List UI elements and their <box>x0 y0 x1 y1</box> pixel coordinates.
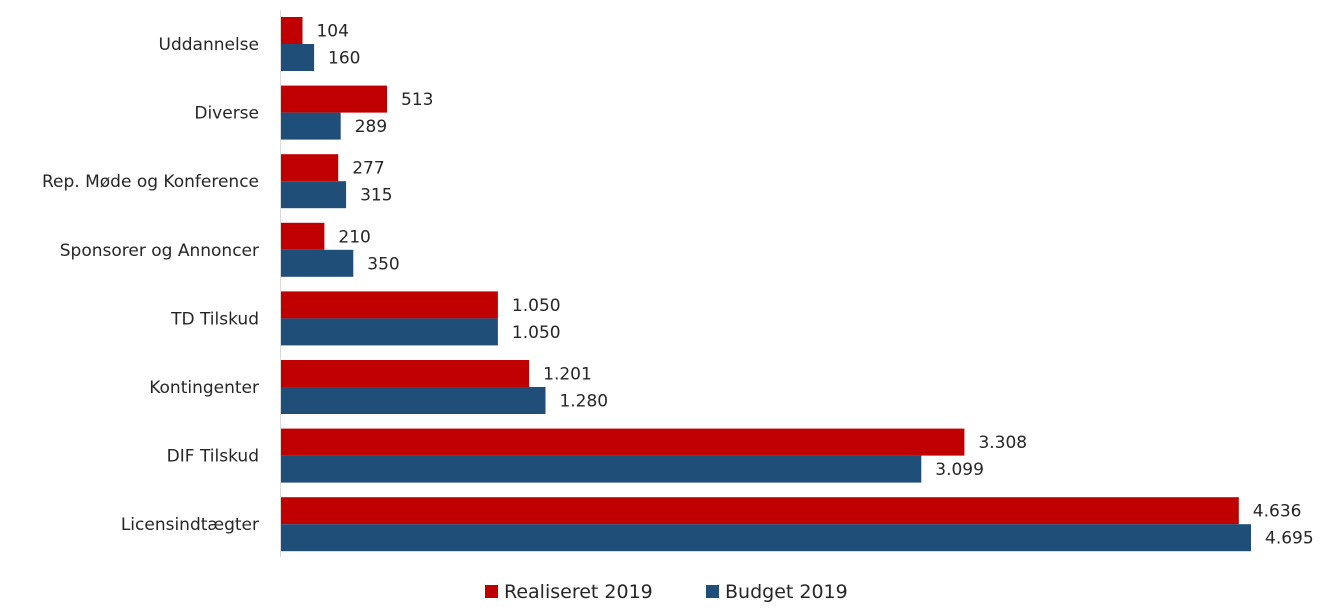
data-label: 210 <box>338 227 370 247</box>
data-label: 1.201 <box>543 365 592 385</box>
bar-realiseret <box>281 291 498 319</box>
data-label: 513 <box>401 90 433 110</box>
bar-realiseret <box>281 85 387 113</box>
bar-realiseret <box>281 222 325 250</box>
data-label: 4.636 <box>1253 502 1302 522</box>
category-label: Rep. Møde og Konference <box>42 172 259 192</box>
data-label: 315 <box>360 186 392 206</box>
data-label: 1.280 <box>559 392 608 412</box>
data-label: 3.099 <box>935 460 984 480</box>
category-labels: Uddannelse Diverse Rep. Møde og Konference… <box>42 35 259 535</box>
category-label: Sponsorer og Annoncer <box>60 241 259 261</box>
value-labels: 104 160 513 289 277 315 210 350 1.050 1.050 1.201 1… <box>316 22 1313 549</box>
bar-realiseret <box>281 360 530 387</box>
bar-budget <box>281 249 354 277</box>
legend-label: Budget 2019 <box>725 581 848 603</box>
data-label: 350 <box>367 254 399 274</box>
bar-budget <box>281 524 1251 552</box>
category-label: Licensindtægter <box>121 515 259 535</box>
legend-swatch <box>485 585 498 598</box>
bar-budget <box>281 181 347 209</box>
bar-realiseret <box>281 497 1239 525</box>
bar-budget <box>281 455 922 483</box>
category-label: Diverse <box>194 104 259 124</box>
category-label: Uddannelse <box>159 35 260 55</box>
bar-budget <box>281 112 341 140</box>
bar-realiseret <box>281 428 965 456</box>
data-label: 3.308 <box>978 433 1027 453</box>
bar-budget <box>281 318 498 346</box>
legend: Realiseret 2019 Budget 2019 <box>485 581 848 603</box>
bar-budget <box>281 387 546 414</box>
data-label: 1.050 <box>512 323 561 343</box>
bar-realiseret <box>281 17 303 44</box>
data-label: 277 <box>352 159 384 179</box>
bar-realiseret <box>281 154 339 182</box>
data-label: 289 <box>355 117 387 137</box>
category-label: DIF Tilskud <box>167 447 259 467</box>
bars <box>281 17 1251 552</box>
data-label: 4.695 <box>1265 529 1314 549</box>
category-label: TD Tilskud <box>170 309 259 329</box>
data-label: 160 <box>328 49 360 69</box>
legend-swatch <box>706 585 719 598</box>
bar-budget <box>281 44 315 71</box>
data-label: 1.050 <box>512 296 561 316</box>
category-label: Kontingenter <box>149 378 259 398</box>
legend-label: Realiseret 2019 <box>504 581 653 603</box>
data-label: 104 <box>316 22 348 42</box>
